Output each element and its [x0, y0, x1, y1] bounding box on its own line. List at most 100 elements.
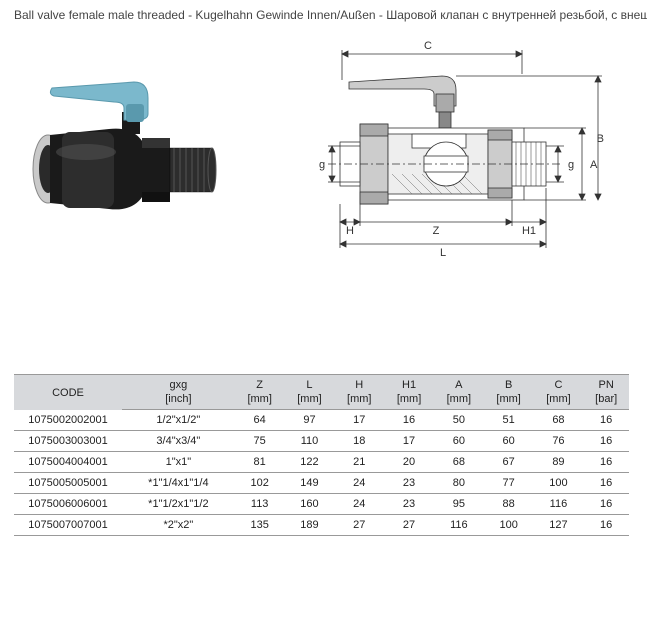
table-cell: 1075006006001 [14, 494, 122, 515]
table-cell: 100 [484, 515, 534, 536]
dim-l: L [440, 247, 446, 259]
table-cell: 102 [235, 473, 285, 494]
table-cell: 1"x1" [122, 452, 235, 473]
table-cell: 100 [534, 473, 584, 494]
table-cell: 23 [384, 494, 434, 515]
dim-z: Z [433, 225, 440, 237]
table-cell: 51 [484, 410, 534, 431]
dim-g-left: g [319, 159, 325, 171]
table-cell: 20 [384, 452, 434, 473]
table-row: 10750030030013/4"x3/4"75110181760607616 [14, 431, 629, 452]
table-cell: 1075007007001 [14, 515, 122, 536]
product-photo [14, 74, 234, 254]
spec-table: CODE gxg Z L H H1 A B C PN [inch] [mm] [… [14, 374, 629, 536]
table-cell: 16 [583, 494, 629, 515]
col-h: H [334, 375, 384, 394]
table-row: 1075006006001*1"1/2x1"1/2113160242395881… [14, 494, 629, 515]
table-cell: 16 [583, 410, 629, 431]
table-cell: 122 [285, 452, 335, 473]
table-cell: 77 [484, 473, 534, 494]
col-z: Z [235, 375, 285, 394]
table-cell: 135 [235, 515, 285, 536]
table-cell: *2"x2" [122, 515, 235, 536]
table-cell: 24 [334, 494, 384, 515]
table-cell: 68 [534, 410, 584, 431]
table-row: 10750020020011/2"x1/2"6497171650516816 [14, 410, 629, 431]
table-cell: 18 [334, 431, 384, 452]
unit-pn: [bar] [583, 393, 629, 410]
unit-gxg: [inch] [122, 393, 235, 410]
table-cell: 113 [235, 494, 285, 515]
col-b: B [484, 375, 534, 394]
unit-l: [mm] [285, 393, 335, 410]
table-cell: 60 [484, 431, 534, 452]
table-cell: 160 [285, 494, 335, 515]
table-cell: 16 [583, 431, 629, 452]
unit-h: [mm] [334, 393, 384, 410]
table-cell: *1"1/4x1"1/4 [122, 473, 235, 494]
table-cell: 23 [384, 473, 434, 494]
table-cell: 75 [235, 431, 285, 452]
unit-h1: [mm] [384, 393, 434, 410]
unit-a: [mm] [434, 393, 484, 410]
table-cell: 16 [583, 452, 629, 473]
dim-a: A [590, 159, 598, 171]
unit-b: [mm] [484, 393, 534, 410]
table-cell: 80 [434, 473, 484, 494]
col-a: A [434, 375, 484, 394]
dim-b: B [597, 133, 604, 145]
table-cell: 17 [384, 431, 434, 452]
table-cell: 76 [534, 431, 584, 452]
table-row: 10750040040011"x1"81122212068678916 [14, 452, 629, 473]
table-cell: 88 [484, 494, 534, 515]
table-cell: 1075005005001 [14, 473, 122, 494]
table-header-row: CODE gxg Z L H H1 A B C PN [14, 375, 629, 394]
table-cell: 16 [583, 473, 629, 494]
table-cell: 68 [434, 452, 484, 473]
table-cell: 16 [583, 515, 629, 536]
col-c: C [534, 375, 584, 394]
table-cell: 1075002002001 [14, 410, 122, 431]
table-cell: 17 [334, 410, 384, 431]
table-cell: 89 [534, 452, 584, 473]
table-cell: 97 [285, 410, 335, 431]
col-l: L [285, 375, 335, 394]
table-cell: 116 [434, 515, 484, 536]
technical-drawing: C [264, 34, 604, 254]
table-cell: 67 [484, 452, 534, 473]
table-cell: 21 [334, 452, 384, 473]
table-cell: 64 [235, 410, 285, 431]
col-code: CODE [14, 375, 122, 410]
dim-h: H [346, 225, 354, 237]
col-h1: H1 [384, 375, 434, 394]
table-cell: 27 [334, 515, 384, 536]
unit-c: [mm] [534, 393, 584, 410]
table-cell: 24 [334, 473, 384, 494]
table-cell: 116 [534, 494, 584, 515]
page-title: Ball valve female male threaded - Kugelh… [14, 8, 647, 22]
table-cell: 60 [434, 431, 484, 452]
table-row: 1075005005001*1"1/4x1"1/4102149242380771… [14, 473, 629, 494]
col-gxg: gxg [122, 375, 235, 394]
table-cell: 3/4"x3/4" [122, 431, 235, 452]
table-cell: 127 [534, 515, 584, 536]
figure-row: C [14, 34, 647, 254]
unit-z: [mm] [235, 393, 285, 410]
col-pn: PN [583, 375, 629, 394]
table-cell: 50 [434, 410, 484, 431]
dim-c: C [424, 40, 432, 52]
table-cell: 1075004004001 [14, 452, 122, 473]
table-cell: 81 [235, 452, 285, 473]
table-cell: 189 [285, 515, 335, 536]
table-row: 1075007007001*2"x2"135189272711610012716 [14, 515, 629, 536]
table-cell: 95 [434, 494, 484, 515]
table-cell: 27 [384, 515, 434, 536]
table-cell: 1075003003001 [14, 431, 122, 452]
table-cell: 149 [285, 473, 335, 494]
table-cell: 1/2"x1/2" [122, 410, 235, 431]
table-cell: 110 [285, 431, 335, 452]
dim-h1: H1 [522, 225, 536, 237]
dim-g-right: g [568, 159, 574, 171]
table-cell: *1"1/2x1"1/2 [122, 494, 235, 515]
table-cell: 16 [384, 410, 434, 431]
